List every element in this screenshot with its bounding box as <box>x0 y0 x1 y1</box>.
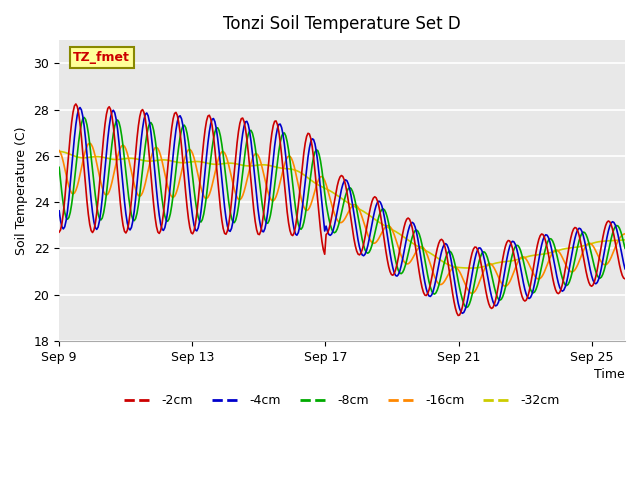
X-axis label: Time: Time <box>595 368 625 381</box>
Y-axis label: Soil Temperature (C): Soil Temperature (C) <box>15 126 28 255</box>
Legend: -2cm, -4cm, -8cm, -16cm, -32cm: -2cm, -4cm, -8cm, -16cm, -32cm <box>119 389 565 412</box>
Title: Tonzi Soil Temperature Set D: Tonzi Soil Temperature Set D <box>223 15 461 33</box>
Text: TZ_fmet: TZ_fmet <box>74 51 130 64</box>
